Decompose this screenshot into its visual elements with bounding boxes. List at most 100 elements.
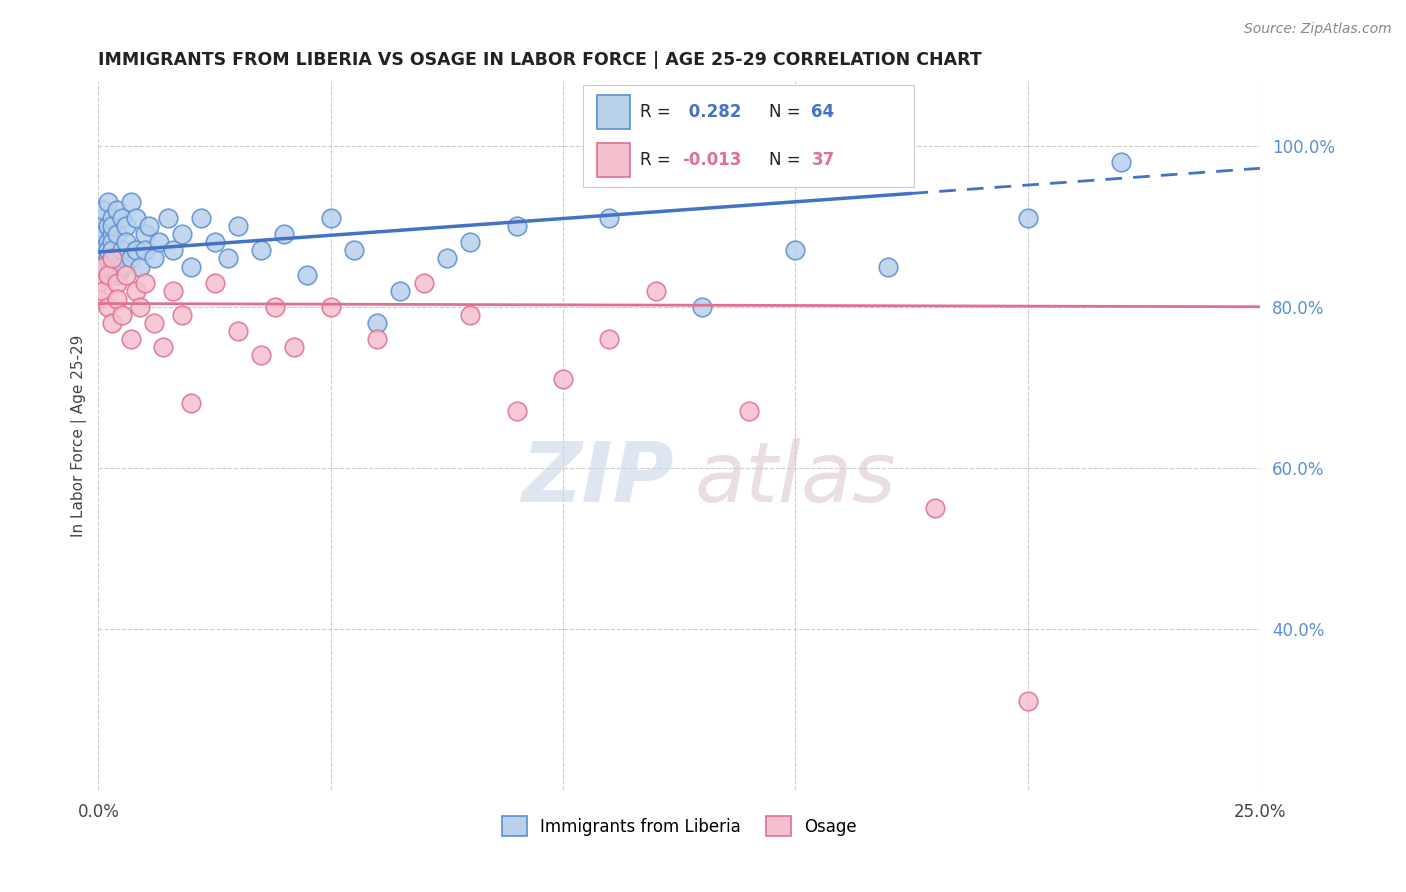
Point: [87, 219, 110, 234]
Point: [120, 332, 142, 346]
Point: [180, 260, 202, 274]
Point: [101, 252, 124, 266]
Point: [101, 316, 124, 330]
Point: [226, 324, 249, 338]
Point: [250, 348, 273, 362]
Point: [505, 219, 527, 234]
Point: [115, 219, 138, 234]
Point: [105, 276, 128, 290]
Point: [101, 235, 124, 250]
Text: -0.013: -0.013: [683, 151, 742, 169]
Point: [97, 252, 120, 266]
Point: [273, 227, 295, 242]
Text: ZIP: ZIP: [522, 438, 673, 518]
Point: [250, 244, 273, 258]
Point: [120, 252, 142, 266]
Point: [645, 284, 668, 298]
Point: [91, 284, 114, 298]
Point: [110, 244, 132, 258]
Point: [343, 244, 366, 258]
Point: [91, 260, 114, 274]
Point: [115, 268, 138, 282]
Point: [134, 227, 156, 242]
Point: [738, 404, 761, 418]
Point: [877, 260, 900, 274]
Point: [148, 235, 170, 250]
Point: [124, 284, 146, 298]
Point: [97, 268, 120, 282]
Point: [157, 211, 180, 226]
Point: [152, 340, 174, 354]
Point: [217, 252, 239, 266]
Point: [105, 268, 128, 282]
Point: [551, 372, 574, 386]
Point: [204, 235, 226, 250]
Y-axis label: In Labor Force | Age 25-29: In Labor Force | Age 25-29: [72, 334, 87, 537]
Point: [319, 211, 342, 226]
FancyBboxPatch shape: [596, 144, 630, 177]
Text: R =: R =: [640, 103, 676, 121]
Point: [366, 316, 388, 330]
Point: [134, 244, 156, 258]
Point: [319, 300, 342, 314]
Point: [97, 195, 120, 210]
Point: [143, 252, 166, 266]
Text: R =: R =: [640, 151, 676, 169]
Point: [110, 211, 132, 226]
Point: [389, 284, 412, 298]
Point: [170, 308, 193, 322]
Point: [1017, 211, 1039, 226]
Point: [162, 244, 184, 258]
Point: [97, 244, 120, 258]
Text: N =: N =: [769, 103, 806, 121]
Text: 0.282: 0.282: [683, 103, 741, 121]
Point: [785, 244, 807, 258]
Point: [924, 501, 946, 516]
Text: N =: N =: [769, 151, 806, 169]
Point: [97, 235, 120, 250]
Text: Source: ZipAtlas.com: Source: ZipAtlas.com: [1244, 22, 1392, 37]
Point: [170, 227, 193, 242]
Point: [505, 404, 527, 418]
Point: [91, 203, 114, 218]
Point: [101, 260, 124, 274]
Point: [412, 276, 434, 290]
Point: [226, 219, 249, 234]
Point: [598, 332, 620, 346]
Legend: Immigrants from Liberia, Osage: Immigrants from Liberia, Osage: [495, 809, 863, 843]
Point: [458, 235, 481, 250]
Point: [105, 227, 128, 242]
Point: [204, 276, 226, 290]
Text: 37: 37: [811, 151, 835, 169]
Point: [87, 276, 110, 290]
Text: atlas: atlas: [695, 438, 896, 518]
Point: [87, 292, 110, 306]
Point: [91, 244, 114, 258]
Point: [101, 227, 124, 242]
Point: [366, 332, 388, 346]
Point: [138, 219, 160, 234]
Point: [124, 211, 146, 226]
Point: [436, 252, 458, 266]
Point: [115, 235, 138, 250]
Point: [264, 300, 287, 314]
Point: [120, 195, 142, 210]
Point: [143, 316, 166, 330]
Point: [297, 268, 319, 282]
Point: [87, 252, 110, 266]
Point: [91, 260, 114, 274]
Point: [129, 300, 152, 314]
Point: [87, 235, 110, 250]
Point: [91, 211, 114, 226]
Point: [124, 244, 146, 258]
Point: [134, 276, 156, 290]
Point: [97, 268, 120, 282]
Point: [110, 260, 132, 274]
Point: [129, 260, 152, 274]
Point: [105, 203, 128, 218]
Point: [180, 396, 202, 410]
Point: [190, 211, 212, 226]
Point: [1109, 154, 1132, 169]
FancyBboxPatch shape: [596, 95, 630, 128]
Point: [458, 308, 481, 322]
